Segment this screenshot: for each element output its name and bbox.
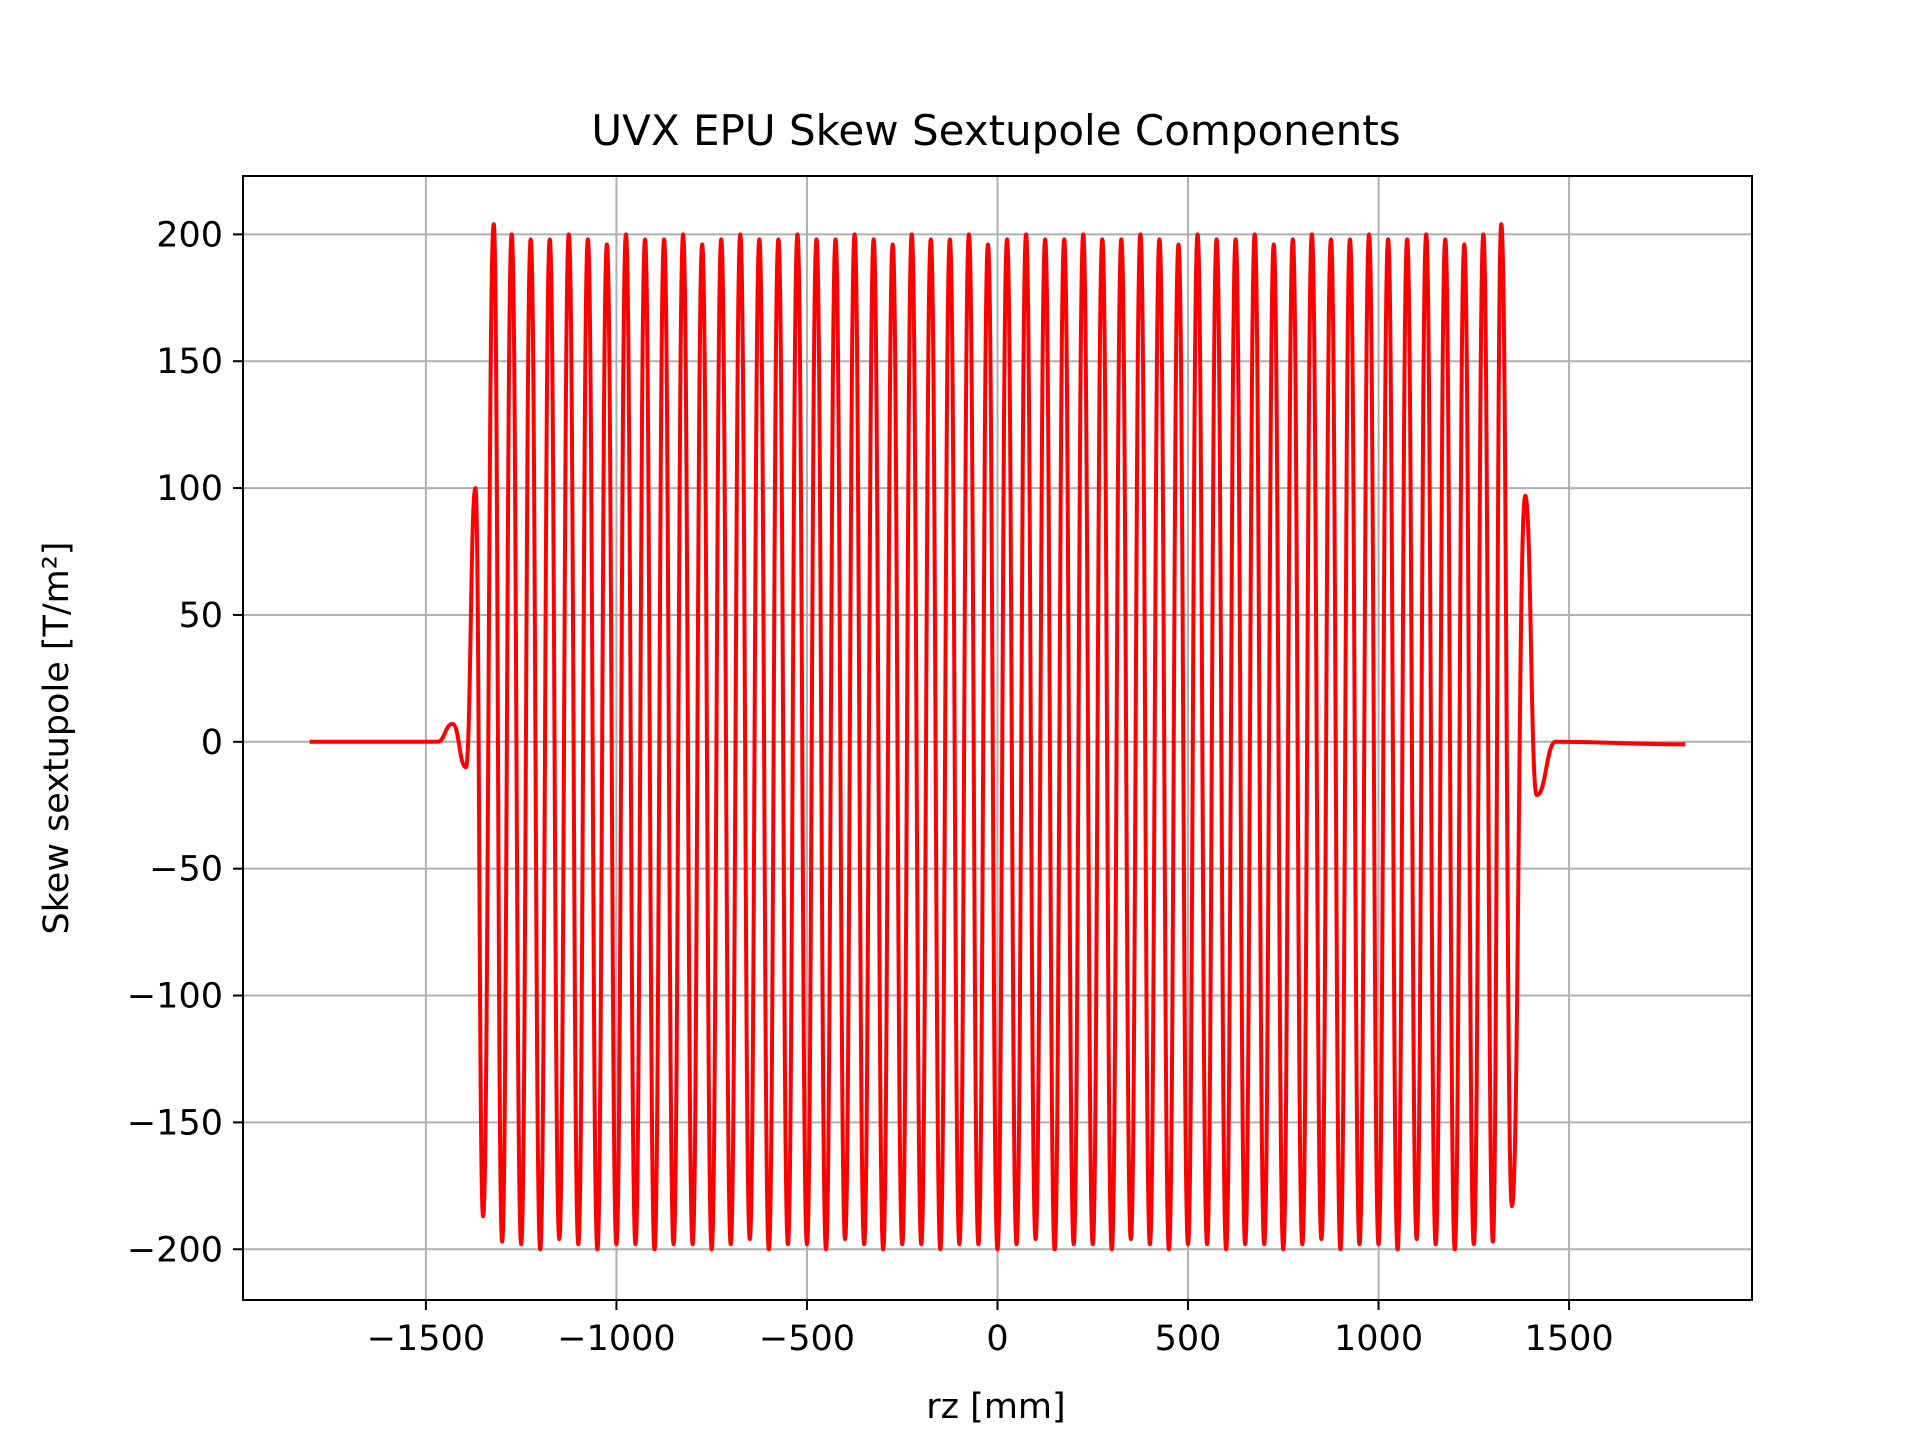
x-tick-label: 0: [986, 1319, 1008, 1359]
y-tick-label: −200: [127, 1230, 223, 1270]
y-tick-label: 200: [156, 215, 223, 255]
y-tick-label: 50: [178, 596, 223, 636]
x-axis-label: rz [mm]: [926, 1387, 1065, 1427]
x-tick-label: 1500: [1525, 1319, 1614, 1359]
x-tick-label: 1000: [1334, 1319, 1423, 1359]
x-tick-label: −1000: [557, 1319, 675, 1359]
y-tick-label: −50: [149, 850, 223, 890]
x-tick-label: −500: [759, 1319, 855, 1359]
y-tick-label: 150: [156, 342, 223, 382]
grid: [243, 176, 1752, 1300]
y-tick-label: −100: [127, 977, 223, 1017]
y-axis-label: Skew sextupole [T/m²]: [37, 542, 77, 935]
x-tick-label: 500: [1155, 1319, 1222, 1359]
plot-area: [309, 222, 1686, 1252]
y-tick-label: −150: [127, 1103, 223, 1143]
series-line-skew-sextupole: [309, 222, 1686, 1252]
y-tick-label: 100: [156, 469, 223, 509]
x-tick-label: −1500: [367, 1319, 485, 1359]
y-axis: −200 −150 −100 −50 0 50 100 150 200: [127, 215, 243, 1270]
chart-title: UVX EPU Skew Sextupole Components: [591, 106, 1400, 155]
y-tick-label: 0: [201, 723, 223, 763]
x-axis: −1500 −1000 −500 0 500 1000 1500: [367, 1300, 1614, 1359]
